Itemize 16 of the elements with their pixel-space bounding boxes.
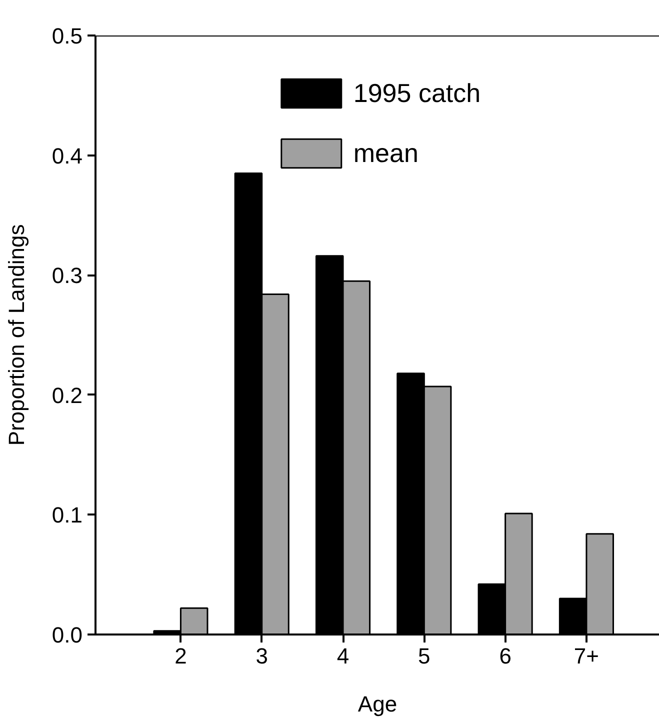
y-tick-label: 0.0 [52, 622, 83, 648]
y-axis-title: Proportion of Landings [4, 224, 29, 446]
x-tick-label: 3 [256, 644, 268, 668]
y-tick-label: 0.2 [52, 382, 83, 408]
legend-label: mean [353, 138, 418, 168]
legend-label: 1995 catch [353, 78, 481, 108]
x-tick-label: 2 [174, 644, 187, 668]
x-tick-label: 6 [499, 644, 512, 668]
y-tick-label: 0.4 [52, 143, 83, 168]
y-tick-label: 0.5 [52, 24, 83, 48]
y-tick-label: 0.3 [52, 263, 83, 288]
x-tick-label: 5 [418, 644, 430, 668]
x-tick-label: 4 [336, 644, 350, 668]
x-tick-label: 7+ [574, 644, 600, 668]
y-tick-label: 0.1 [52, 502, 83, 528]
x-axis-title: Age [358, 692, 398, 716]
